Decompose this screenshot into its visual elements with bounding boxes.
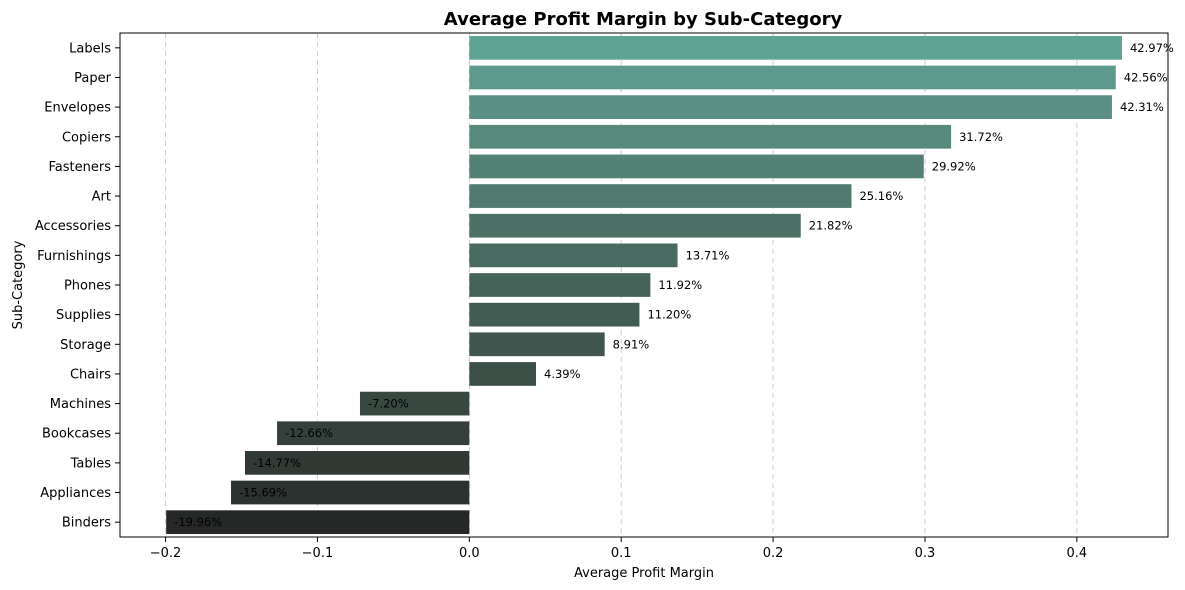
x-axis-label: Average Profit Margin bbox=[574, 566, 714, 581]
y-tick-label: Labels bbox=[69, 41, 111, 56]
y-tick-label: Furnishings bbox=[37, 249, 111, 264]
chart-title: Average Profit Margin by Sub-Category bbox=[444, 9, 843, 30]
y-tick-label: Machines bbox=[50, 397, 111, 412]
x-tick-label: 0.0 bbox=[459, 546, 480, 561]
y-axis-ticks: Labels Paper Envelopes Copiers Fasteners Art A… bbox=[35, 41, 120, 531]
y-tick-label: Accessories bbox=[35, 219, 111, 234]
x-axis-ticks: −0.2 −0.1 0.0 0.1 0.2 0.3 0.4 bbox=[150, 537, 1087, 561]
data-label: 42.97% bbox=[1130, 41, 1174, 55]
bar-appliances bbox=[231, 480, 470, 505]
y-tick-label: Copiers bbox=[62, 130, 111, 145]
data-label: 4.39% bbox=[544, 367, 581, 381]
x-tick-label: 0.3 bbox=[915, 546, 936, 561]
y-tick-label: Tables bbox=[70, 456, 112, 471]
data-labels: 42.97% 42.56% 42.31% 31.72% 29.92% 25.16% 21.8… bbox=[174, 41, 1174, 529]
data-label: 25.16% bbox=[859, 189, 903, 203]
bar-bookcases bbox=[277, 421, 470, 446]
x-tick-label: −0.1 bbox=[302, 546, 334, 561]
y-tick-label: Storage bbox=[60, 338, 111, 353]
bar-furnishings bbox=[469, 243, 678, 268]
bar-copiers bbox=[469, 124, 952, 149]
data-label: 21.82% bbox=[809, 219, 853, 233]
data-label: 11.20% bbox=[647, 308, 691, 322]
data-label: 29.92% bbox=[932, 159, 976, 173]
bar-storage bbox=[469, 332, 605, 357]
bar-tables bbox=[245, 451, 470, 475]
x-tick-label: −0.2 bbox=[150, 546, 182, 561]
bar-supplies bbox=[469, 302, 640, 327]
y-tick-label: Bookcases bbox=[42, 427, 111, 442]
y-tick-label: Fasteners bbox=[49, 160, 112, 175]
bar-binders bbox=[166, 510, 470, 535]
y-tick-label: Chairs bbox=[70, 367, 111, 382]
y-tick-label: Binders bbox=[62, 516, 111, 531]
data-label: 31.72% bbox=[959, 130, 1003, 144]
y-tick-label: Appliances bbox=[40, 486, 111, 501]
data-label: -14.77% bbox=[253, 456, 301, 470]
data-label: -12.66% bbox=[285, 426, 333, 440]
bar-fasteners bbox=[469, 154, 924, 179]
y-axis-label: Sub-Category bbox=[11, 240, 26, 329]
bar-accessories bbox=[469, 213, 801, 238]
data-label: 42.31% bbox=[1120, 100, 1164, 114]
bar-machines bbox=[359, 391, 470, 416]
bar-phones bbox=[469, 273, 651, 297]
data-label: 11.92% bbox=[658, 278, 702, 292]
data-label: 13.71% bbox=[686, 248, 730, 262]
y-tick-label: Envelopes bbox=[44, 101, 111, 116]
bar-paper bbox=[469, 65, 1116, 90]
x-tick-label: 0.2 bbox=[763, 546, 784, 561]
y-tick-label: Art bbox=[92, 190, 111, 205]
bar-envelopes bbox=[469, 95, 1112, 119]
data-label: -15.69% bbox=[239, 486, 287, 500]
data-label: 8.91% bbox=[613, 337, 650, 351]
x-tick-label: 0.4 bbox=[1067, 546, 1088, 561]
x-tick-label: 0.1 bbox=[611, 546, 632, 561]
y-tick-label: Paper bbox=[74, 71, 111, 86]
y-tick-label: Supplies bbox=[56, 308, 111, 323]
data-label: -19.96% bbox=[174, 515, 222, 529]
bars bbox=[166, 35, 1122, 535]
bar-art bbox=[469, 184, 852, 208]
data-label: -7.20% bbox=[368, 397, 409, 411]
data-label: 42.56% bbox=[1124, 70, 1168, 84]
y-tick-label: Phones bbox=[64, 279, 111, 294]
bar-labels bbox=[469, 35, 1122, 60]
bar-chairs bbox=[469, 362, 537, 386]
